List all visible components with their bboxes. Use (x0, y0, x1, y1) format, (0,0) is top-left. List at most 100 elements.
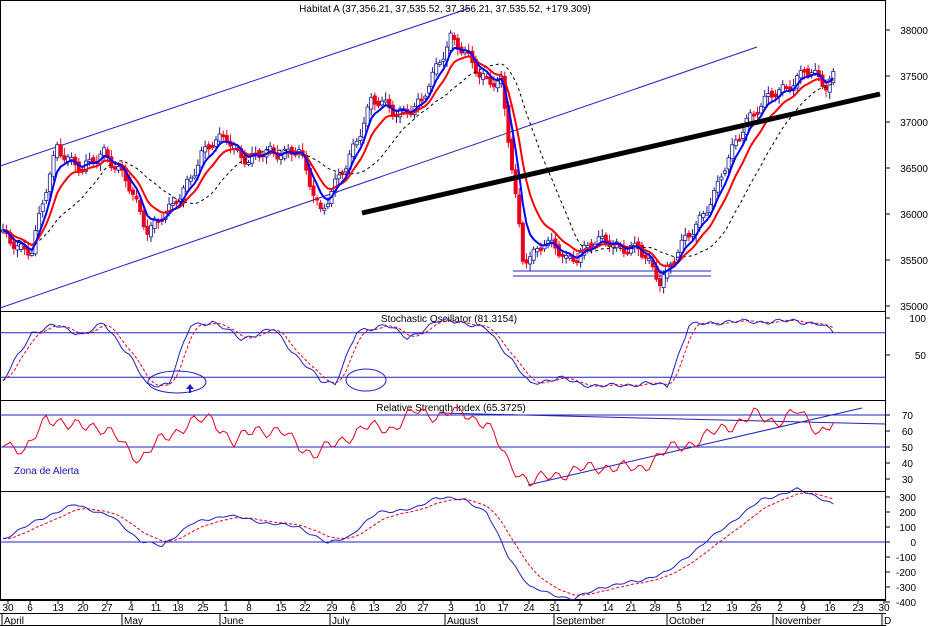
rsi-panel-title: Relative Strength Index (65.3725) (376, 403, 526, 414)
candle-body (798, 70, 803, 79)
rsi-y-tick-label: 40 (902, 459, 914, 470)
lower-channel-line (0, 46, 758, 309)
candle-body (426, 85, 431, 94)
candle-body (477, 71, 482, 78)
candle-body (51, 155, 56, 177)
candle-body (224, 135, 229, 142)
candle-body (437, 62, 442, 66)
x-day-label: 30 (2, 603, 14, 614)
candle-body (11, 241, 16, 249)
candle-body (369, 96, 374, 110)
x-day-label: 5 (676, 603, 682, 614)
x-axis: 30 6 13 20 27 4 11 18 25 1 8 15 22 29 6 13 20 27 3 10 17 24 31… (1, 600, 891, 626)
candle-body (773, 93, 778, 98)
price-y-tick-label: 38000 (900, 26, 928, 37)
candle-body (419, 98, 424, 102)
candle-body (203, 146, 208, 153)
candle-body (535, 248, 540, 253)
x-month-label: August (447, 616, 478, 626)
candle-body (510, 138, 515, 171)
candle-body (574, 260, 579, 264)
x-day-label: 21 (625, 603, 637, 614)
candle-body (376, 100, 381, 107)
price-y-tick-label: 37500 (900, 72, 928, 83)
x-day-label: 30 (878, 603, 890, 614)
candle-body (141, 210, 146, 228)
candle-body (690, 233, 695, 237)
candle-body (625, 251, 630, 255)
macd-y-tick-label: 100 (899, 523, 916, 534)
macd-line (2, 487, 834, 601)
candle-body (289, 147, 294, 155)
candle-body (701, 213, 706, 218)
x-day-label: 22 (299, 603, 311, 614)
x-day-label: 18 (172, 603, 184, 614)
upper-channel-line (0, 7, 471, 167)
candle-body (759, 106, 764, 114)
stochastic-y-tick-label: 50 (915, 351, 927, 362)
candle-body (138, 199, 143, 212)
x-day-label: 31 (549, 603, 561, 614)
candle-body (647, 258, 652, 262)
candle-body (719, 176, 724, 181)
candle-body (715, 180, 720, 193)
candle-body (723, 170, 728, 174)
rsi-y-tick-label: 60 (902, 427, 914, 438)
candle-body (643, 254, 648, 259)
x-month-label: October (669, 616, 705, 626)
x-month-label: May (124, 616, 143, 626)
candle-body (383, 99, 388, 103)
x-day-label: 10 (474, 603, 486, 614)
candle-body (560, 253, 565, 257)
candle-body (206, 144, 211, 150)
x-day-label: 29 (326, 603, 338, 614)
candle-body (737, 138, 742, 142)
candle-body (315, 197, 320, 201)
x-day-label: 14 (602, 603, 614, 614)
macd-y-tick-label: 200 (899, 508, 916, 519)
macd-y-tick-label: -200 (896, 568, 916, 579)
x-day-label: 27 (101, 603, 113, 614)
candle-body (784, 86, 789, 89)
price-y-tick-label: 35500 (900, 256, 928, 267)
candle-body (495, 80, 500, 89)
x-month-label: April (4, 616, 24, 626)
candle-body (491, 83, 496, 88)
moving-average-medium (2, 55, 834, 267)
x-day-label: 15 (275, 603, 287, 614)
candle-body (766, 93, 771, 97)
candle-body (452, 35, 457, 40)
x-month-label: November (775, 616, 822, 626)
candle-body (213, 139, 218, 147)
x-day-label: 11 (151, 603, 162, 614)
x-day-label: 20 (395, 603, 407, 614)
candle-body (15, 245, 20, 251)
price-y-tick-label: 35000 (900, 302, 928, 313)
candle-body (524, 259, 529, 264)
candle-body (358, 136, 363, 141)
x-day-label: 8 (246, 603, 252, 614)
rsi-panel: 70 60 50 40 30 (0, 406, 914, 487)
candle-body (246, 162, 251, 165)
candle-body (531, 248, 536, 261)
candle-body (658, 278, 663, 286)
candle-body (636, 241, 641, 250)
x-day-label: 26 (750, 603, 762, 614)
candle-body (62, 155, 67, 161)
candle-body (567, 255, 572, 259)
x-day-label: 6 (27, 603, 33, 614)
candle-body (210, 144, 215, 149)
moving-average-long (2, 63, 834, 258)
candle-body (755, 112, 760, 115)
x-day-label: 13 (52, 603, 64, 614)
candle-body (589, 242, 594, 249)
candle-body (726, 157, 731, 170)
rsi-y-tick-label: 50 (902, 443, 914, 454)
candle-body (29, 253, 34, 256)
buy-arrow-icon (186, 384, 194, 389)
x-day-label: 13 (368, 603, 380, 614)
candle-body (538, 247, 543, 251)
candle-body (278, 155, 283, 160)
candle-body (802, 69, 807, 73)
candle-body (134, 195, 139, 200)
